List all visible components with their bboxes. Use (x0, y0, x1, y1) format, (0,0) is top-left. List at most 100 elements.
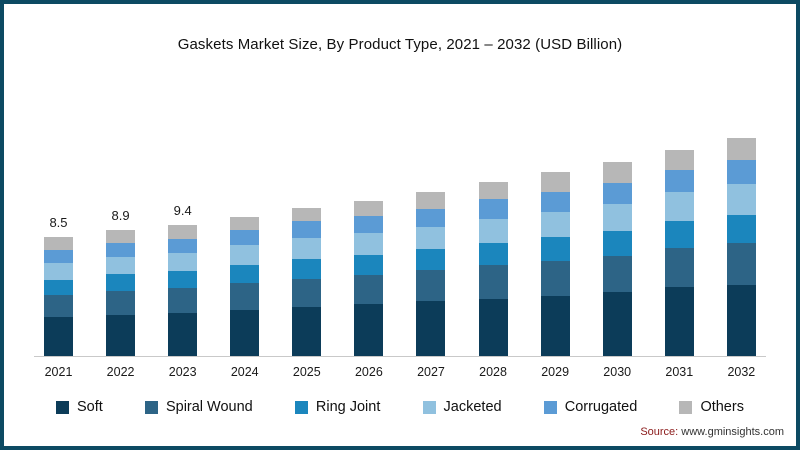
x-tick-label-2026: 2026 (354, 365, 383, 379)
segment-spiral-wound-2029 (540, 261, 570, 296)
legend-swatch-soft (56, 400, 69, 414)
legend-swatch-ring-joint (294, 400, 308, 414)
segment-others-2023 (168, 225, 198, 239)
segment-ring-joint-2029 (540, 237, 570, 261)
segment-others-2022 (106, 230, 136, 243)
legend-item-ring-joint: Ring Joint (294, 399, 381, 415)
bar-column-2026: 2026 (354, 104, 384, 379)
segment-soft-2029 (540, 296, 570, 356)
x-tick-label-2025: 2025 (292, 365, 321, 379)
legend-item-jacketed: Jacketed (422, 399, 502, 415)
x-tick-label-2023: 2023 (168, 365, 197, 379)
segment-soft-2022 (106, 315, 136, 356)
bar-2028 (478, 182, 508, 356)
legend-item-soft: Soft (56, 399, 103, 415)
segment-ring-joint-2025 (292, 259, 322, 279)
segment-ring-joint-2028 (478, 243, 508, 265)
legend-swatch-others (679, 400, 693, 414)
segment-spiral-wound-2030 (602, 256, 632, 292)
segment-others-2025 (292, 208, 322, 221)
bar-column-2027: 2027 (416, 104, 446, 379)
segment-corrugated-2027 (416, 209, 446, 227)
segment-soft-2032 (726, 285, 756, 356)
legend-label-ring-joint: Ring Joint (315, 399, 381, 415)
segment-others-2030 (602, 162, 632, 183)
segment-spiral-wound-2024 (230, 283, 260, 310)
segment-jacketed-2032 (726, 184, 756, 215)
x-tick-label-2024: 2024 (230, 365, 259, 379)
segment-soft-2025 (292, 307, 322, 356)
legend-label-corrugated: Corrugated (564, 399, 638, 415)
chart-title: Gaskets Market Size, By Product Type, 20… (177, 36, 623, 53)
segment-corrugated-2030 (602, 183, 632, 204)
segment-soft-2026 (354, 304, 384, 356)
segment-ring-joint-2024 (230, 265, 260, 283)
segment-soft-2021 (44, 317, 73, 356)
legend-swatch-corrugated (543, 400, 557, 414)
legend-swatch-jacketed (422, 400, 436, 414)
bar-column-2028: 2028 (478, 104, 508, 379)
bar-column-2025: 2025 (292, 104, 322, 379)
x-axis-line (34, 356, 766, 357)
segment-corrugated-2029 (540, 192, 570, 212)
bar-2031 (664, 150, 694, 356)
bar-column-2023: 9.4 2023 (168, 104, 198, 379)
segment-soft-2023 (168, 313, 198, 356)
bar-column-2022: 8.9 2022 (106, 104, 136, 379)
segment-corrugated-2026 (354, 216, 384, 233)
bar-2024 (230, 217, 260, 356)
segment-jacketed-2022 (106, 257, 136, 274)
legend: Soft Spiral Wound Ring Joint Jacketed Corrug… (56, 399, 744, 415)
segment-jacketed-2021 (44, 263, 73, 280)
bar-2025 (292, 208, 322, 356)
x-tick-label-2031: 2031 (665, 365, 694, 379)
x-tick-label-2022: 2022 (106, 365, 135, 379)
segment-corrugated-2031 (664, 170, 694, 192)
segment-ring-joint-2022 (106, 274, 136, 291)
segment-corrugated-2028 (478, 199, 508, 219)
legend-swatch-spiral-wound (144, 400, 158, 414)
segment-jacketed-2026 (354, 233, 384, 255)
segment-soft-2027 (416, 301, 446, 356)
bar-2023 (168, 225, 198, 356)
segment-corrugated-2023 (168, 239, 198, 253)
segment-others-2032 (726, 138, 756, 160)
segment-ring-joint-2027 (416, 249, 446, 270)
legend-item-corrugated: Corrugated (543, 399, 638, 415)
segment-soft-2024 (230, 310, 260, 356)
bar-column-2030: 2030 (602, 104, 632, 379)
segment-others-2031 (664, 150, 694, 170)
bar-2029 (540, 172, 570, 356)
segment-corrugated-2025 (292, 221, 322, 238)
legend-item-others: Others (679, 399, 744, 415)
segment-jacketed-2025 (292, 238, 322, 259)
legend-label-soft: Soft (77, 399, 103, 415)
segment-soft-2030 (602, 292, 632, 356)
x-tick-label-2032: 2032 (727, 365, 756, 379)
segment-ring-joint-2021 (44, 280, 73, 295)
segment-spiral-wound-2022 (106, 291, 136, 315)
bar-2022 (106, 230, 136, 356)
source-prefix: Source: (640, 426, 679, 438)
bars: 8.5 2021 8.9 2022 9.4 2023 2024 2025 2026 2027 202… (34, 104, 766, 379)
segment-jacketed-2028 (478, 219, 508, 243)
segment-jacketed-2031 (664, 192, 694, 221)
segment-spiral-wound-2032 (726, 243, 756, 285)
segment-others-2021 (44, 237, 73, 250)
bar-column-2029: 2029 (540, 104, 570, 379)
bar-column-2024: 2024 (230, 104, 260, 379)
bar-2027 (416, 192, 446, 356)
x-tick-label-2028: 2028 (479, 365, 507, 379)
segment-jacketed-2024 (230, 245, 260, 265)
legend-label-spiral-wound: Spiral Wound (165, 399, 253, 415)
bar-total-label-2023: 9.4 (173, 203, 192, 218)
segment-spiral-wound-2023 (168, 288, 198, 313)
segment-others-2026 (354, 201, 384, 216)
segment-spiral-wound-2026 (354, 275, 384, 304)
legend-label-others: Others (700, 399, 744, 415)
segment-spiral-wound-2028 (478, 265, 508, 299)
segment-jacketed-2023 (168, 253, 198, 271)
segment-spiral-wound-2027 (416, 270, 446, 301)
x-tick-label-2027: 2027 (417, 365, 445, 379)
